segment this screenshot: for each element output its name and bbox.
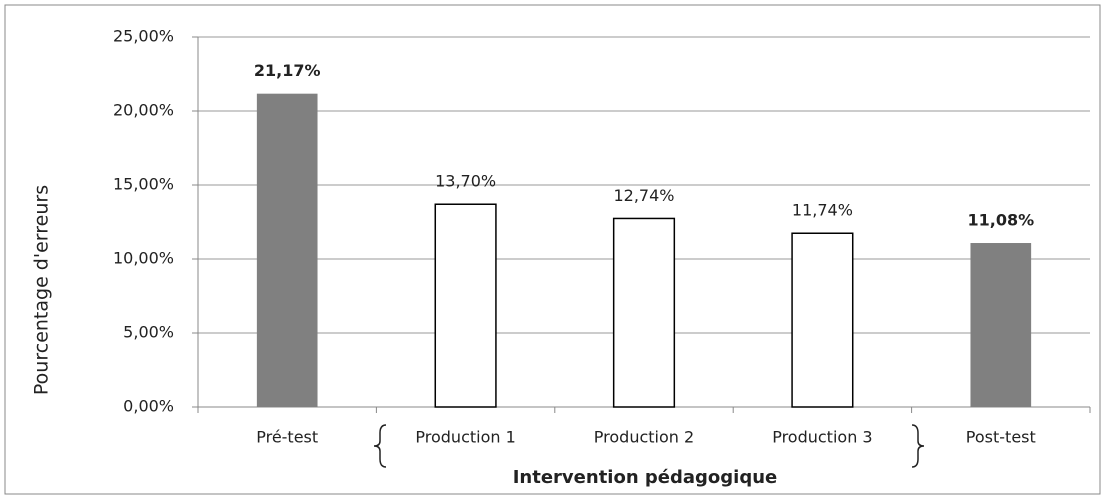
x-tick-label: Production 2 [594, 428, 694, 447]
y-tick-label: 10,00% [113, 249, 174, 268]
x-tick-label: Production 3 [772, 428, 872, 447]
x-tick-label: Pré-test [256, 428, 318, 447]
chart-frame [4, 4, 1101, 495]
value-label: 11,08% [967, 211, 1034, 230]
bar [256, 93, 318, 408]
bar [970, 243, 1032, 407]
y-tick-label: 20,00% [113, 101, 174, 120]
value-label: 21,17% [254, 61, 321, 80]
bar [434, 203, 497, 408]
y-tick-label: 5,00% [123, 323, 174, 342]
value-label: 13,70% [435, 172, 496, 191]
bar [612, 217, 676, 408]
brace-left [373, 424, 387, 468]
y-axis-title: Pourcentage d'erreurs [31, 185, 53, 395]
y-tick-label: 15,00% [113, 175, 174, 194]
x-axis-title: Intervention pédagogique [513, 467, 778, 488]
y-tick-label: 25,00% [113, 27, 174, 46]
x-tick-label: Production 1 [415, 428, 515, 447]
y-tick-label: 0,00% [123, 397, 174, 416]
x-tick-label: Post-test [966, 428, 1036, 447]
value-label: 11,74% [792, 201, 853, 220]
bar [791, 232, 854, 408]
brace-right [911, 424, 925, 468]
value-label: 12,74% [613, 186, 674, 205]
